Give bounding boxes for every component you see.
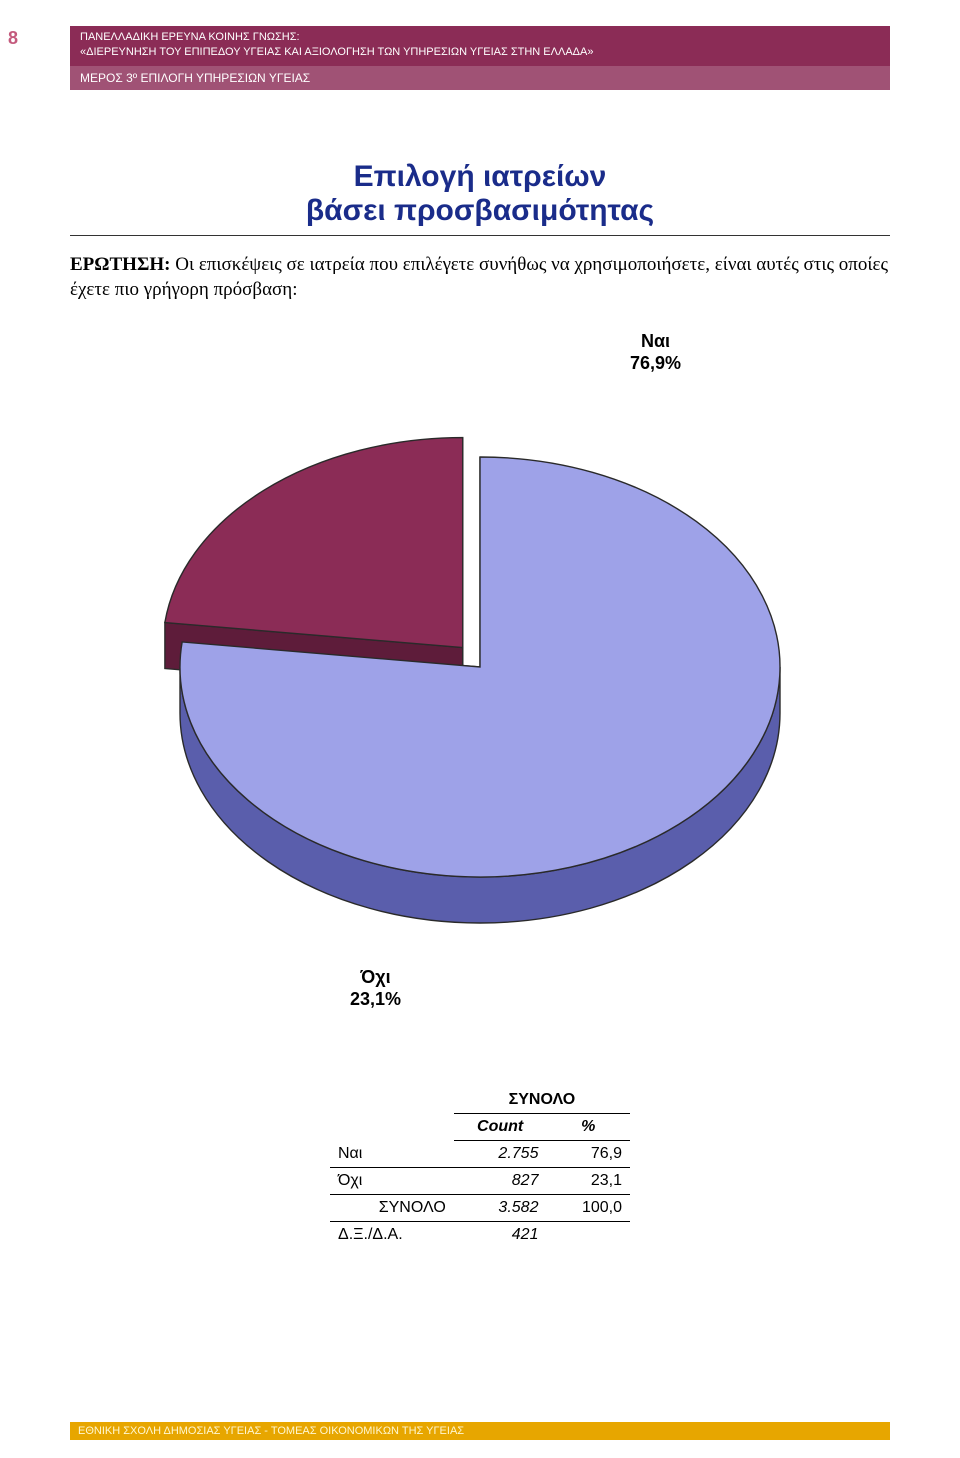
table-total-pct: 100,0 [546, 1194, 630, 1221]
table-extra-label: Δ.Ξ./Δ.Α. [330, 1221, 454, 1248]
table-row-1-pct: 23,1 [546, 1167, 630, 1194]
summary-table: ΣΥΝΟΛΟ Count % Ναι 2.755 76,9 Όχι 827 23… [330, 1087, 630, 1248]
footer-bar: ΕΘΝΙΚΗ ΣΧΟΛΗ ΔΗΜΟΣΙΑΣ ΥΓΕΙΑΣ - ΤΟΜΕΑΣ ΟΙ… [70, 1422, 890, 1440]
pie-chart: Ναι 76,9% Όχι 23,1% [70, 327, 890, 1067]
data-table: ΣΥΝΟΛΟ Count % Ναι 2.755 76,9 Όχι 827 23… [330, 1087, 630, 1248]
table-extra-pct [546, 1221, 630, 1248]
table-row-0-pct: 76,9 [546, 1140, 630, 1167]
page-number: 8 [8, 28, 18, 49]
table-row-1-count: 827 [454, 1167, 547, 1194]
question-text: Οι επισκέψεις σε ιατρεία που επιλέγετε σ… [70, 254, 888, 301]
table-total-label: ΣΥΝΟΛΟ [330, 1194, 454, 1221]
question-label: ΕΡΩΤΗΣΗ: [70, 254, 170, 275]
header-banner: ΠΑΝΕΛΛΑΔΙΚΗ ΕΡΕΥΝΑ ΚΟΙΝΗΣ ΓΝΩΣΗΣ: «ΔΙΕΡΕ… [70, 26, 890, 90]
title-line-1: Επιλογή ιατρείων [70, 160, 890, 195]
pie-label-no: Όχι 23,1% [350, 967, 401, 1010]
banner-top: ΠΑΝΕΛΛΑΔΙΚΗ ΕΡΕΥΝΑ ΚΟΙΝΗΣ ΓΝΩΣΗΣ: «ΔΙΕΡΕ… [70, 26, 890, 66]
question-block: ΕΡΩΤΗΣΗ: Οι επισκέψεις σε ιατρεία που επ… [70, 252, 890, 303]
banner-line-2: «ΔΙΕΡΕΥΝΗΣΗ ΤΟΥ ΕΠΙΠΕΔΟΥ ΥΓΕΙΑΣ ΚΑΙ ΑΞΙΟ… [80, 45, 880, 60]
title-block: Επιλογή ιατρείων βάσει προσβασιμότητας [70, 160, 890, 236]
pie-label-no-pct: 23,1% [350, 989, 401, 1011]
banner-section: ΜΕΡΟΣ 3º ΕΠΙΛΟΓΗ ΥΠΗΡΕΣΙΩΝ ΥΓΕΙΑΣ [70, 66, 890, 90]
table-total-count: 3.582 [454, 1194, 547, 1221]
pie-label-yes-pct: 76,9% [630, 353, 681, 375]
table-col-pct: % [546, 1113, 630, 1140]
pie-label-yes: Ναι 76,9% [630, 331, 681, 374]
table-extra-count: 421 [454, 1221, 547, 1248]
pie-svg [130, 327, 830, 1047]
table-row-1-label: Όχι [330, 1167, 454, 1194]
page: 8 ΠΑΝΕΛΛΑΔΙΚΗ ΕΡΕΥΝΑ ΚΟΙΝΗΣ ΓΝΩΣΗΣ: «ΔΙΕ… [0, 26, 960, 1458]
banner-line-1: ΠΑΝΕΛΛΑΔΙΚΗ ΕΡΕΥΝΑ ΚΟΙΝΗΣ ΓΝΩΣΗΣ: [80, 30, 880, 45]
pie-label-yes-name: Ναι [630, 331, 681, 353]
title-rule [70, 235, 890, 236]
table-col-count: Count [454, 1113, 547, 1140]
table-row-0-count: 2.755 [454, 1140, 547, 1167]
table-row-0-label: Ναι [330, 1140, 454, 1167]
title-line-2: βάσει προσβασιμότητας [70, 194, 890, 229]
table-group-header: ΣΥΝΟΛΟ [454, 1087, 630, 1114]
pie-label-no-name: Όχι [350, 967, 401, 989]
